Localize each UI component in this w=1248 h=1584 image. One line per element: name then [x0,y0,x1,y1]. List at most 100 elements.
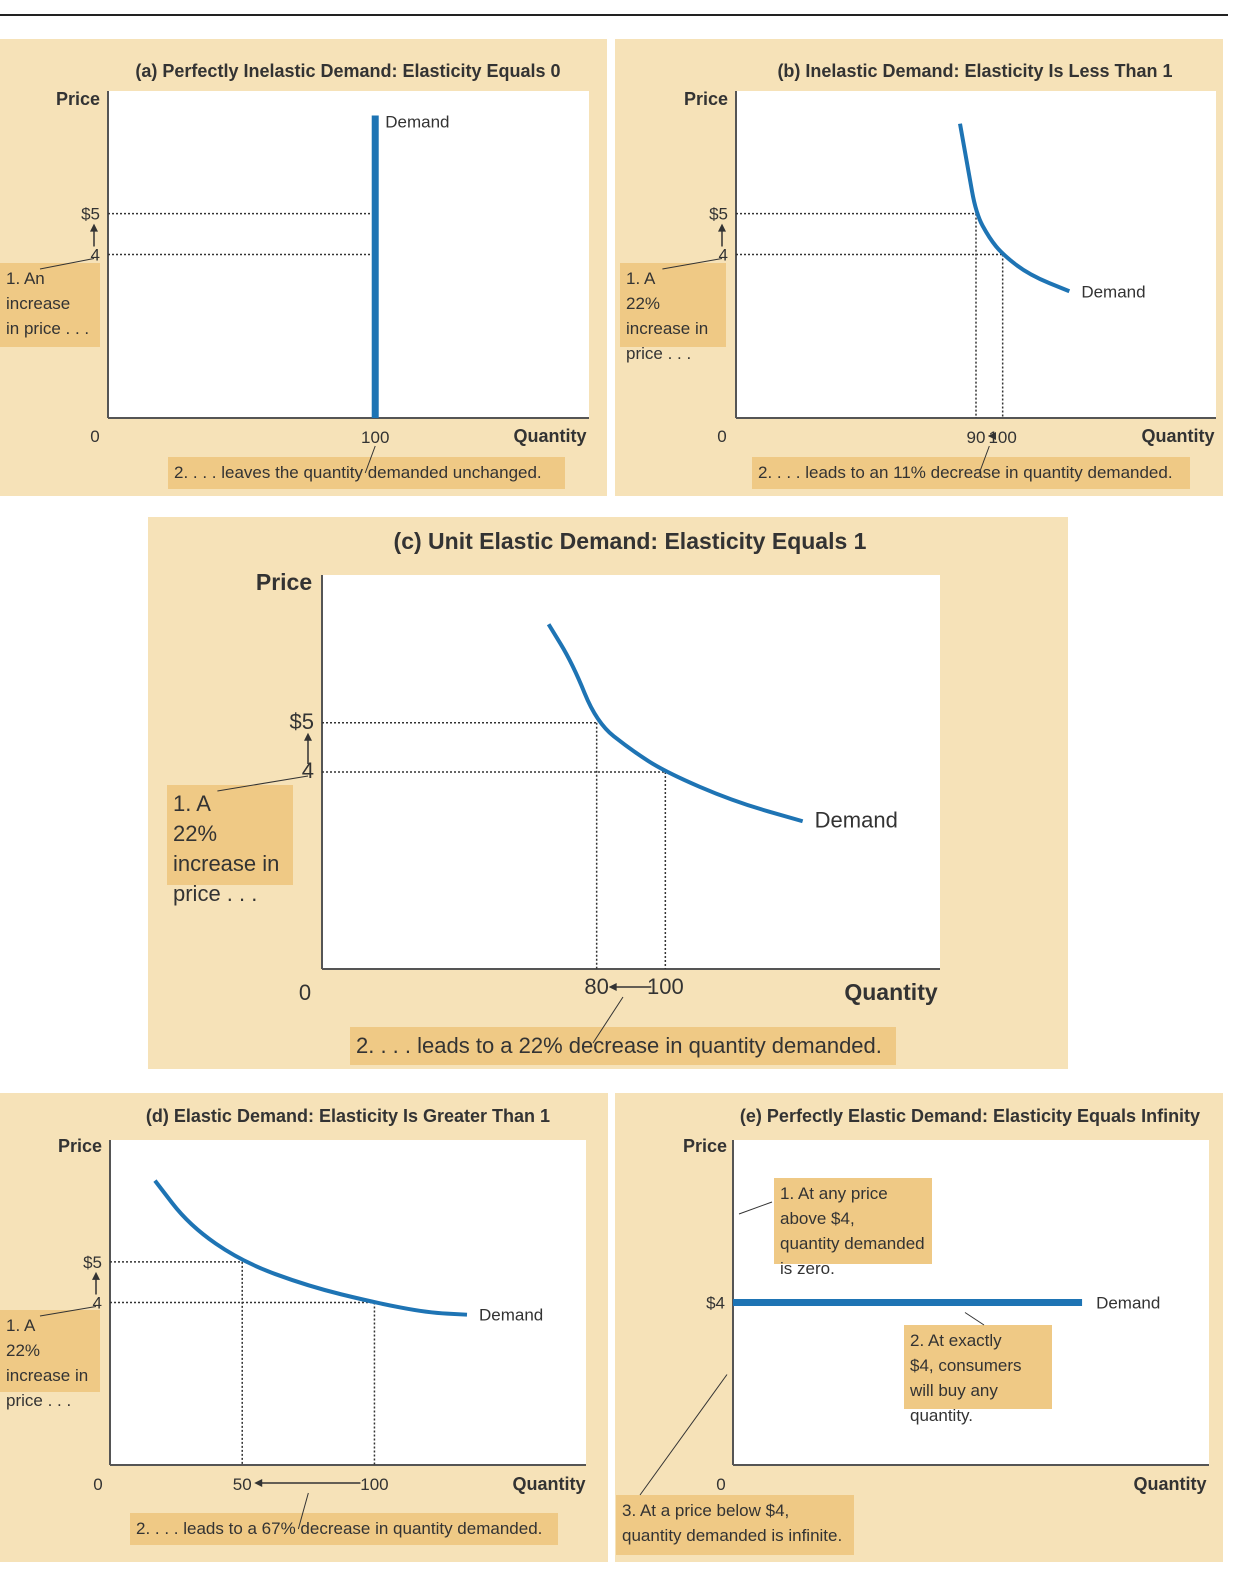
annotation-1-line-3: quantity demanded [780,1234,925,1253]
annotation-2-line-1: 2. . . . leads to a 22% decrease in quan… [356,1033,882,1058]
annotation-3: 3. At a price below $4, quantity demanded… [616,1495,854,1555]
annotation-2-line-1: 2. . . . leads to a 67% decrease in quan… [136,1519,542,1538]
price-tick-label-1: $5 [83,1253,102,1272]
annotation-2: 2. . . . leaves the quantity demanded un… [168,457,565,489]
annotation-1-box [0,263,100,347]
annotation-1-line-3: increase in [6,1366,88,1385]
quantity-tick-label-1: 50 [233,1475,252,1494]
panel-d: (d) Elastic Demand: Elasticity Is Greate… [0,1093,608,1562]
price-tick-label-2: 4 [719,246,728,265]
demand-label: Demand [1096,1294,1160,1313]
demand-curve [958,123,1071,294]
y-axis-label: Price [684,89,728,109]
annotation-1-leader [217,775,309,792]
annotation-2-line-4: quantity. [910,1406,973,1425]
y-axis-label: Price [256,569,312,595]
annotation-3-leader [639,1374,728,1496]
price-tick-label-1: $5 [709,205,728,224]
annotation-2-line-1: 2. . . . leaves the quantity demanded un… [174,463,542,482]
annotation-1-leader [39,1306,97,1317]
annotation-1-line-1: 1. A [173,791,211,816]
x-axis-label: Quantity [513,426,586,446]
price-tick-label-2: 4 [93,1294,102,1313]
annotation-1-leader [662,258,723,270]
quantity-decrease-arrowhead [608,983,617,991]
y-axis-label: Price [56,89,100,109]
price-increase-arrowhead [718,223,726,232]
annotation-2-line-2: $4, consumers [910,1356,1022,1375]
x-axis-label: Quantity [844,979,937,1005]
annotation-2-leader [297,1492,309,1530]
annotation-2: 2. . . . leads to a 67% decrease in quan… [130,1513,558,1545]
annotation-1-box [774,1178,932,1264]
annotation-1-leader [738,1201,773,1215]
price-tick-label-1: $5 [81,205,100,224]
annotation-2-box [130,1513,558,1545]
annotation-1-line-3: in price . . . [6,319,89,338]
annotation-2-line-1: 2. . . . leads to an 11% decrease in qua… [758,463,1173,482]
price-tick-label-2: 4 [91,246,100,265]
demand-curve [546,623,804,824]
annotation-2-box [168,457,565,489]
x-axis-label: Quantity [1141,426,1214,446]
annotation-1-line-2: 22% [626,294,660,313]
annotation-2-box [752,457,1190,489]
annotation-1-line-3: increase in [173,851,279,876]
annotation-3-line-2: quantity demanded is infinite. [622,1526,842,1545]
annotation-1: 1. A 22% increase in price . . . [620,263,726,363]
panel-title: (b) Inelastic Demand: Elasticity Is Less… [777,61,1172,81]
panel-title: (c) Unit Elastic Demand: Elasticity Equa… [394,528,867,554]
quantity-decrease-arrowhead [988,432,996,440]
annotation-2-leader [364,445,376,474]
annotation-3-line-1: 3. At a price below $4, [622,1501,789,1520]
demand-curve [153,1179,468,1317]
annotation-1-line-1: 1. An [6,269,45,288]
annotation-1-leader [39,258,95,270]
annotation-1-box [0,1310,100,1392]
x-axis-label: Quantity [512,1474,585,1494]
annotation-1-box [620,263,726,347]
panel-title: (e) Perfectly Elastic Demand: Elasticity… [740,1106,1200,1126]
panel-title: (a) Perfectly Inelastic Demand: Elastici… [135,61,560,81]
annotation-1-line-2: above $4, [780,1209,855,1228]
origin-label: 0 [299,980,311,1005]
annotation-1: 1. At any price above $4, quantity demande… [774,1178,932,1278]
annotation-2-box [904,1325,1052,1409]
panel-a: (a) Perfectly Inelastic Demand: Elastici… [0,39,607,496]
annotation-1: 1. A 22% increase in price . . . [0,1310,100,1410]
annotation-1: 1. An increase in price . . . [0,263,100,347]
panel-c: (c) Unit Elastic Demand: Elasticity Equa… [148,517,1068,1069]
annotation-2-line-3: will buy any [909,1381,998,1400]
quantity-decrease-arrowhead [254,1479,263,1487]
price-increase-arrowhead [92,1271,100,1280]
demand-label: Demand [1081,282,1145,301]
annotation-1-line-2: increase [6,294,70,313]
x-axis-label: Quantity [1133,1474,1206,1494]
annotation-1-line-2: 22% [173,821,217,846]
annotation-1-line-1: 1. At any price [780,1184,888,1203]
annotation-2-leader [964,1312,985,1326]
quantity-tick-label-2: 100 [647,974,684,999]
demand-label: Demand [479,1306,543,1325]
origin-label: 0 [717,427,726,446]
annotation-1-line-1: 1. A [626,269,656,288]
panel-e: (e) Perfectly Elastic Demand: Elasticity… [615,1093,1223,1562]
annotation-1-box [167,785,293,885]
annotation-1-line-2: 22% [6,1341,40,1360]
panel-b: (b) Inelastic Demand: Elasticity Is Less… [615,39,1223,496]
annotation-1-line-1: 1. A [6,1316,36,1335]
quantity-tick-label-2: 100 [360,1475,388,1494]
panel-title: (d) Elastic Demand: Elasticity Is Greate… [146,1106,550,1126]
price-increase-arrowhead [90,223,98,232]
demand-label: Demand [815,807,898,832]
annotation-1-line-4: price . . . [173,881,257,906]
annotation-1-line-4: price . . . [6,1391,71,1410]
quantity-tick-label-1: 80 [584,974,608,999]
price-tick-label-1: $5 [290,709,314,734]
annotation-2: 2. . . . leads to a 22% decrease in quan… [350,1027,896,1065]
demand-label: Demand [385,113,449,132]
price-tick-label-1: $4 [706,1294,725,1313]
origin-label: 0 [93,1475,102,1494]
annotation-1: 1. A 22% increase in price . . . [167,785,293,906]
